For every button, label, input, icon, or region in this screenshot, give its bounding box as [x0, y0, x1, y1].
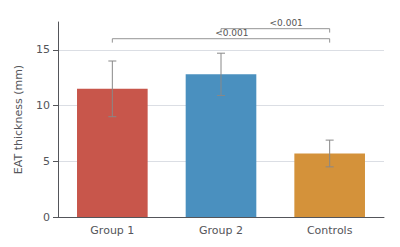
svg-text:<0.001: <0.001 [215, 28, 248, 38]
svg-text:5: 5 [43, 155, 50, 168]
svg-text:EAT thickness (mm): EAT thickness (mm) [12, 65, 25, 174]
svg-text:Group 1: Group 1 [90, 224, 134, 237]
svg-text:15: 15 [36, 43, 50, 56]
svg-text:<0.001: <0.001 [270, 18, 303, 28]
svg-text:Controls: Controls [307, 224, 353, 237]
svg-text:0: 0 [43, 211, 50, 224]
svg-text:Group 2: Group 2 [199, 224, 243, 237]
svg-text:10: 10 [36, 99, 50, 112]
